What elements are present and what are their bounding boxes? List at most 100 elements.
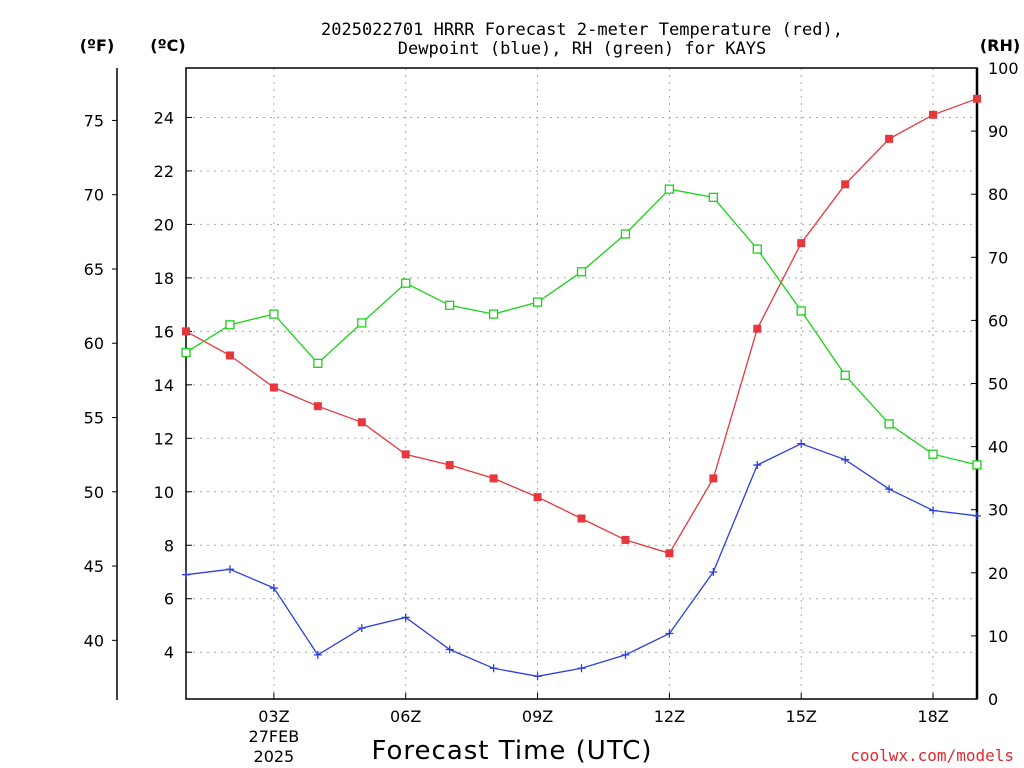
temperature-point <box>797 239 806 248</box>
dewpoint-line <box>185 442 978 677</box>
celsius-tick-label: 6 <box>164 590 174 609</box>
temperature-point <box>841 180 850 189</box>
celsius-tick-label: 10 <box>154 483 174 502</box>
time-tick-label: 03Z <box>258 707 289 726</box>
date-label: 27FEB <box>249 727 300 746</box>
rh-series <box>181 184 982 470</box>
rh-tick-label: 10 <box>988 627 1008 646</box>
temperature-point <box>445 461 454 470</box>
celsius-tick-label: 20 <box>154 215 174 234</box>
rh-point <box>796 306 806 316</box>
chart-title-line-1: 2025022701 HRRR Forecast 2-meter Tempera… <box>321 20 843 40</box>
rh-point <box>181 347 191 358</box>
rh-point <box>357 318 367 328</box>
rh-tick-label: 50 <box>988 375 1008 394</box>
rh-line <box>185 188 978 466</box>
celsius-tick-label: 12 <box>154 429 174 448</box>
time-tick-label: 18Z <box>917 707 948 726</box>
fahrenheit-unit-label: (ºF) <box>80 36 115 55</box>
rh-point <box>752 244 762 254</box>
rh-point <box>401 278 411 288</box>
temperature-point <box>489 474 498 483</box>
dewpoint-point <box>357 624 366 633</box>
time-tick-label: 15Z <box>786 707 817 726</box>
rh-tick-label: 70 <box>988 248 1008 267</box>
rh-tick-label: 40 <box>988 438 1008 457</box>
rh-point <box>972 460 982 470</box>
time-tick-label: 09Z <box>522 707 553 726</box>
temperature-point <box>313 402 322 411</box>
rh-tick-label: 100 <box>988 59 1019 78</box>
grid-lines <box>186 68 977 699</box>
data-series <box>181 94 982 681</box>
dewpoint-point <box>929 506 938 515</box>
temperature-point <box>269 383 278 392</box>
temperature-point <box>753 324 762 333</box>
dewpoint-point <box>841 455 850 464</box>
dewpoint-point <box>489 664 498 673</box>
rh-point <box>928 449 938 459</box>
rh-point <box>664 184 675 194</box>
temperature-point <box>577 514 586 523</box>
dewpoint-point <box>445 645 454 654</box>
celsius-tick-label: 14 <box>154 376 174 395</box>
fahrenheit-tick-label: 60 <box>84 334 104 353</box>
temperature-point <box>973 94 981 103</box>
dewpoint-point <box>753 461 762 470</box>
rh-point <box>269 309 279 319</box>
temperature-point <box>621 535 630 544</box>
time-tick-label: 12Z <box>654 707 685 726</box>
rh-tick-label: 20 <box>988 564 1008 583</box>
rh-point <box>225 320 235 330</box>
celsius-unit-label: (ºC) <box>150 36 185 55</box>
rh-point <box>620 229 631 239</box>
fahrenheit-tick-label: 55 <box>84 409 104 428</box>
rh-tick-label: 30 <box>988 501 1008 520</box>
celsius-tick-label: 4 <box>164 643 174 662</box>
fahrenheit-axis: 40 45 50 55 60 65 70 75 <box>84 111 117 650</box>
dewpoint-series <box>182 439 981 681</box>
rh-point <box>708 192 718 203</box>
rh-tick-label: 0 <box>988 690 998 709</box>
temperature-line <box>185 98 978 555</box>
dewpoint-point <box>401 613 410 622</box>
dewpoint-point <box>182 570 190 579</box>
rh-point <box>532 297 543 307</box>
fahrenheit-tick-label: 45 <box>84 557 104 576</box>
x-axis-label: Forecast Time (UTC) <box>371 736 652 766</box>
date-label: 2025 <box>254 747 295 766</box>
dewpoint-point <box>797 439 806 448</box>
temperature-point <box>182 327 190 336</box>
rh-tick-label: 80 <box>988 185 1008 204</box>
temperature-point <box>665 549 674 558</box>
time-tick-label: 06Z <box>390 707 421 726</box>
dewpoint-point <box>533 672 542 681</box>
rh-unit-label: (RH) <box>980 36 1020 55</box>
rh-point <box>840 370 850 380</box>
chart-axes <box>116 67 979 700</box>
temperature-point <box>401 450 410 459</box>
dewpoint-point <box>621 650 630 659</box>
temperature-series <box>182 94 981 558</box>
dewpoint-point <box>665 629 674 638</box>
temperature-point <box>357 418 366 427</box>
dewpoint-point <box>885 485 894 494</box>
dewpoint-point <box>577 664 586 673</box>
celsius-tick-label: 18 <box>154 269 174 288</box>
rh-tick-label: 60 <box>988 311 1008 330</box>
dewpoint-point <box>313 650 322 659</box>
fahrenheit-tick-label: 40 <box>84 631 104 650</box>
plot-frame <box>185 67 978 700</box>
fahrenheit-tick-label: 50 <box>84 483 104 502</box>
celsius-tick-label: 24 <box>154 108 174 127</box>
celsius-tick-label: 16 <box>154 322 174 341</box>
fahrenheit-tick-label: 75 <box>84 111 104 130</box>
dewpoint-point <box>973 511 981 520</box>
rh-point <box>445 300 455 310</box>
dewpoint-point <box>225 565 234 574</box>
source-credit: coolwx.com/models <box>850 746 1014 765</box>
celsius-tick-label: 22 <box>154 162 174 181</box>
fahrenheit-tick-label: 70 <box>84 186 104 205</box>
